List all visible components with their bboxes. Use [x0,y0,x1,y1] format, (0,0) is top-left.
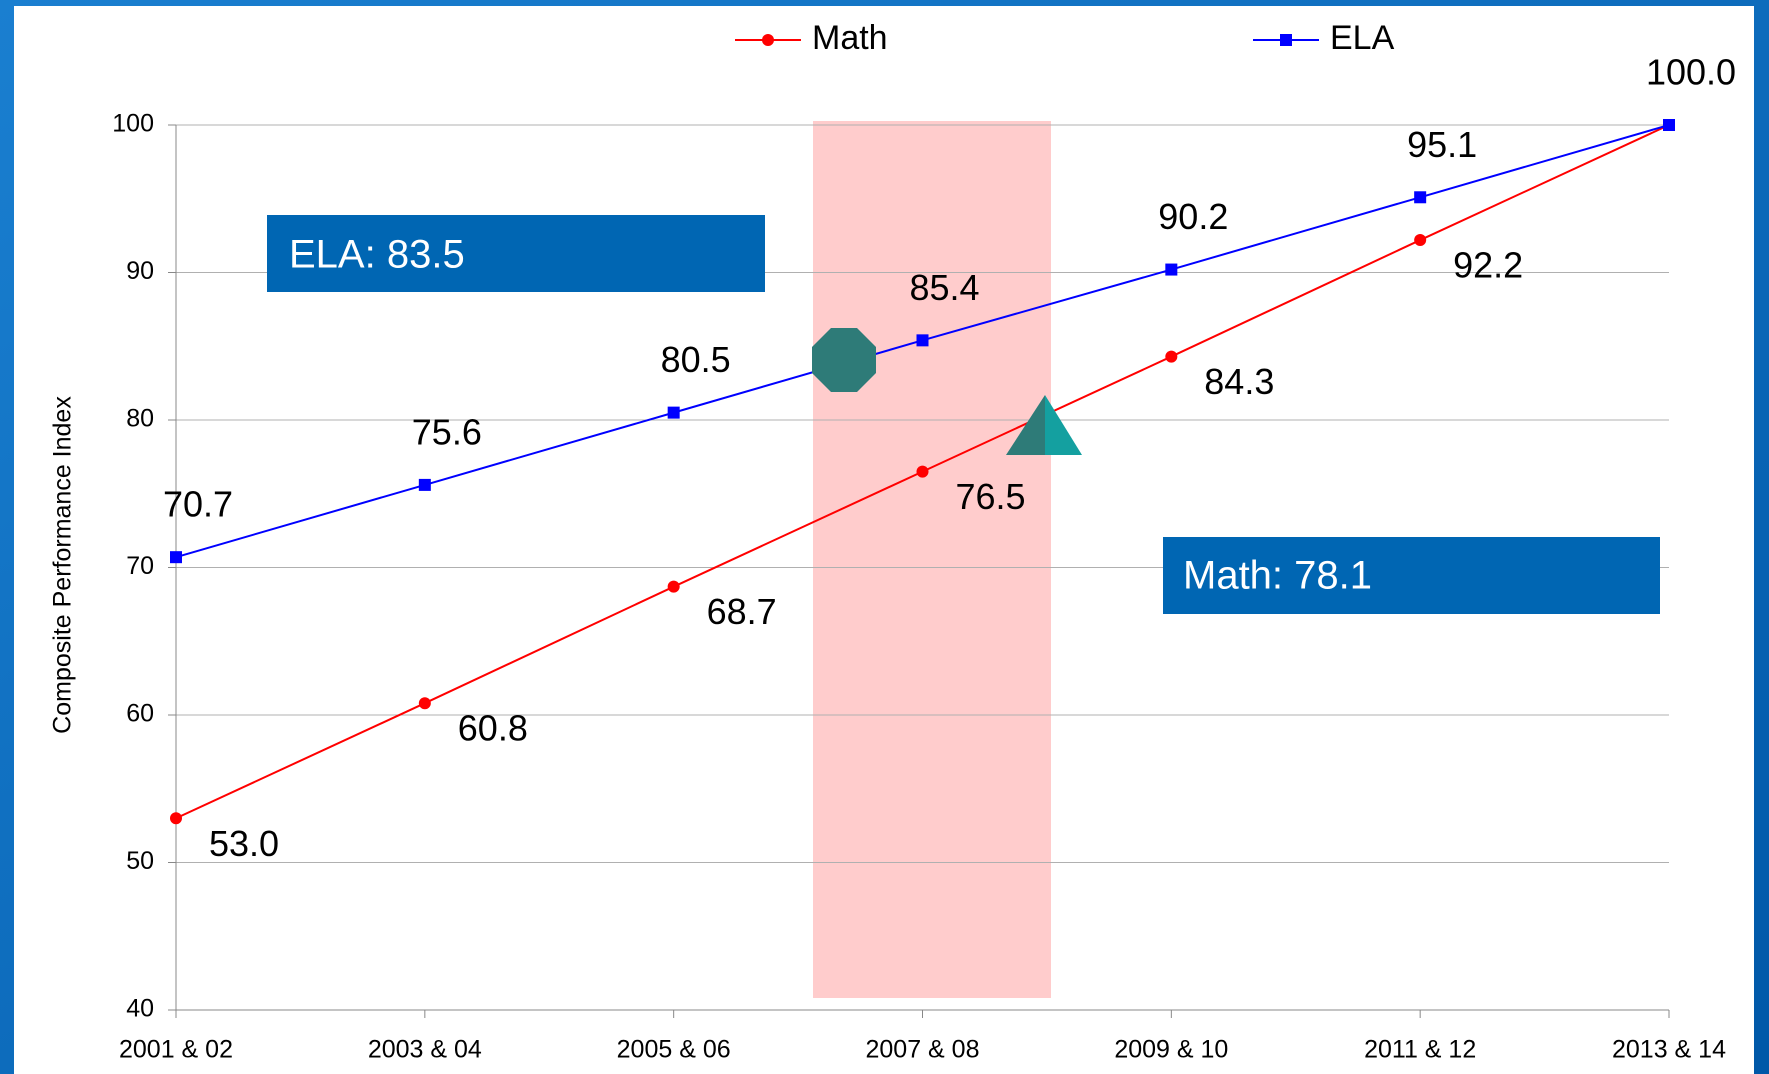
x-tick-label: 2003 & 04 [368,1036,482,1064]
y-tick-label: 40 [126,995,154,1023]
marker [1663,119,1675,131]
triangle-marker [1006,395,1045,455]
marker [170,812,182,825]
legend-marker [762,34,774,46]
y-axis-title: Composite Performance Index [49,396,77,734]
data-label: 60.8 [458,708,528,749]
y-tick-label: 100 [112,110,154,138]
marker [667,406,680,419]
data-label: 68.7 [707,591,777,632]
y-tick-label: 70 [126,552,154,580]
legend-label: Math [812,19,888,57]
marker [1165,350,1178,363]
y-tick-label: 50 [126,847,154,875]
data-label: 80.5 [661,339,731,380]
marker [667,580,680,593]
marker [1414,234,1427,247]
annotation-box [1163,537,1660,614]
marker [1414,191,1427,204]
data-label: 70.7 [163,484,233,525]
highlight-band [813,121,1051,998]
octagon-marker [812,328,876,392]
legend-label: ELA [1330,19,1395,57]
data-label: 90.2 [1158,196,1228,237]
data-label: 100.0 [1646,52,1736,93]
x-tick-label: 2011 & 12 [1364,1036,1476,1064]
x-tick-label: 2001 & 02 [119,1036,233,1064]
marker [916,334,929,347]
annotation: Math: 78.1 [1183,554,1372,598]
marker [418,697,431,710]
annotation: ELA: 83.5 [289,233,465,277]
x-tick-label: 2007 & 08 [866,1036,980,1064]
data-label: 84.3 [1204,361,1274,402]
y-tick-label: 80 [126,405,154,433]
y-tick-label: 60 [126,700,154,728]
triangle-marker [1045,395,1082,455]
data-label: 92.2 [1453,245,1523,286]
x-tick-label: 2013 & 14 [1612,1036,1726,1064]
x-tick-label: 2009 & 10 [1114,1036,1228,1064]
data-label: 95.1 [1407,124,1477,165]
x-tick-label: 2005 & 06 [617,1036,731,1064]
data-label: 53.0 [209,823,279,864]
y-tick-label: 90 [126,257,154,285]
marker [418,478,431,491]
annotation-box [267,215,765,292]
marker [170,551,182,564]
marker [916,465,929,478]
data-label: 85.4 [909,267,979,308]
marker [1165,263,1178,276]
legend-marker [1280,34,1292,46]
data-label: 75.6 [412,411,482,452]
data-label: 76.5 [955,476,1025,517]
